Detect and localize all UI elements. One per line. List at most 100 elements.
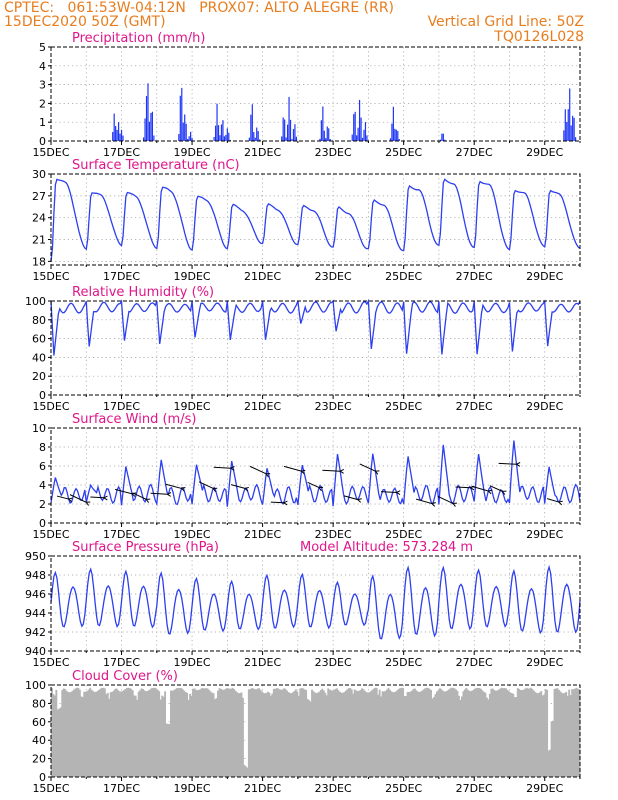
cloud-bar (334, 688, 337, 777)
cloud-bar (337, 690, 340, 777)
precip-bar (567, 109, 569, 141)
precip-bar (439, 139, 442, 141)
cloud-bar (549, 749, 552, 777)
cloud-bar (359, 689, 362, 777)
cloud-bar (190, 695, 193, 777)
x-tick-label: 19DEC (174, 528, 211, 541)
cloud-bar (255, 689, 258, 777)
y-tick-label: 0 (39, 389, 46, 402)
precip-bar (216, 103, 218, 141)
precip-bar (319, 138, 321, 141)
x-tick-label: 17DEC (103, 146, 140, 159)
cloud-bar (195, 689, 197, 777)
wind-arrow-head (243, 486, 249, 492)
header-model-code: TQ0126L028 (494, 29, 584, 45)
x-tick-label: 27DEC (456, 400, 493, 413)
cloud-bar (64, 688, 67, 777)
cloud-bar (507, 691, 510, 777)
wind-arrow-shaft (498, 462, 517, 465)
y-tick-label: 80 (32, 314, 46, 327)
cloud-bar (203, 688, 206, 777)
x-tick-label: 23DEC (315, 782, 352, 795)
x-tick-label: 19DEC (174, 146, 211, 159)
wind-arrow-head (229, 466, 235, 471)
cloud-bar (140, 688, 143, 777)
cloud-bar (315, 693, 318, 777)
cloud-bar (516, 688, 519, 777)
cloud-bar (319, 690, 322, 777)
cloud-bar (459, 699, 462, 777)
cloud-bar (363, 690, 366, 777)
cloud-bar (560, 692, 563, 777)
panel-pressure: 940 942 944 946 948 950 15DEC 17DEC 19DEC 21DEC 23… (25, 540, 581, 669)
cloud-bar (215, 698, 218, 777)
cloud-bar (80, 696, 83, 777)
cloud-bar (537, 693, 540, 777)
cloud-bar (271, 693, 274, 777)
cloud-bar (150, 688, 153, 777)
y-tick-label: 3 (39, 79, 46, 92)
cloud-bar (343, 692, 346, 777)
cloud-bar (318, 691, 321, 777)
cloud-bar (309, 701, 312, 777)
precip-bar (398, 139, 400, 141)
cloud-bar (199, 689, 202, 777)
wind-arrow (307, 481, 324, 492)
cloud-bar (269, 695, 272, 777)
wind-arrow-shaft (213, 466, 231, 469)
precip-bar (397, 130, 399, 141)
cloud-bar (553, 688, 556, 777)
cloud-bar (528, 688, 531, 777)
cloud-bar (308, 700, 311, 777)
cloud-bar (355, 690, 358, 777)
cloud-bar (380, 696, 383, 777)
precip-bar (220, 124, 223, 141)
y-tick-label: 0 (39, 135, 46, 148)
cloud-bar (339, 691, 341, 777)
precip-bar (253, 131, 255, 141)
cloud-bar (253, 689, 256, 777)
cloud-bar (462, 691, 465, 777)
x-tick-label: 27DEC (456, 528, 493, 541)
y-tick-label: 100 (25, 295, 46, 308)
cloud-bar (78, 689, 81, 777)
cloud-bar (477, 688, 480, 777)
cloud-bar (506, 689, 509, 777)
cloud-bar (136, 699, 139, 777)
y-tick-label: 27 (32, 190, 46, 203)
cloud-bar (421, 690, 424, 777)
wind-arrow-head (282, 500, 288, 506)
precip-bar (354, 111, 356, 141)
cloud-bar (296, 691, 299, 777)
precip-bar (120, 129, 123, 141)
wind-arrow-shaft (322, 469, 341, 472)
cloud-bar (168, 724, 171, 777)
wind-arrow (283, 465, 306, 475)
cloud-bar (350, 689, 353, 777)
cloud-bar (450, 687, 453, 777)
x-tick-label: 29DEC (526, 782, 563, 795)
precip-bar (248, 137, 250, 141)
cloud-bar (388, 689, 391, 777)
cloud-bar (527, 688, 529, 777)
cloud-bar (306, 699, 309, 777)
cloud-bar (206, 688, 209, 777)
precip-bar (179, 95, 181, 141)
x-tick-label: 25DEC (385, 270, 422, 283)
precip-bar (117, 122, 120, 141)
x-tick-label: 17DEC (103, 528, 140, 541)
cloud-bar (262, 692, 265, 777)
cloud-bar (87, 689, 90, 777)
cloud-bar (162, 696, 165, 777)
cloud-bar (286, 690, 288, 777)
precip-bar (181, 87, 183, 141)
cloud-bar (391, 692, 394, 777)
precip-bar (182, 122, 184, 141)
cloud-bar (344, 690, 347, 777)
precip-bar (148, 121, 151, 141)
cloud-bar (275, 688, 278, 777)
x-tick-label: 15DEC (32, 400, 69, 413)
precip-bar (395, 129, 397, 141)
cloud-bar (311, 689, 313, 777)
x-tick-label: 25DEC (385, 656, 422, 669)
